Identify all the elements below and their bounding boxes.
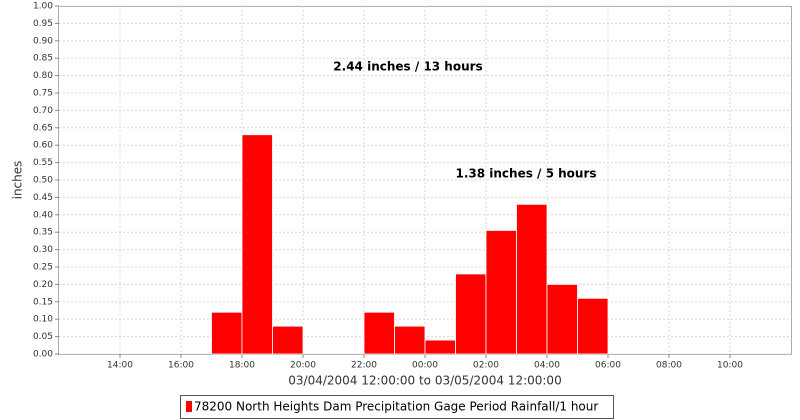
annotation: 1.38 inches / 5 hours <box>455 167 596 181</box>
y-tick-label: 0.05 <box>33 332 53 342</box>
y-tick-label: 0.15 <box>33 297 53 307</box>
x-axis-label: 03/04/2004 12:00:00 to 03/05/2004 12:00:… <box>288 374 561 388</box>
bar <box>485 230 517 355</box>
x-tick-label: 00:00 <box>412 361 438 371</box>
x-tick-label: 06:00 <box>595 361 621 371</box>
y-tick-label: 0.40 <box>33 210 53 220</box>
x-tick-label: 08:00 <box>656 361 682 371</box>
y-tick-label: 0.50 <box>33 176 53 186</box>
bar <box>241 134 273 355</box>
y-tick-label: 0.70 <box>33 106 53 116</box>
bar <box>577 297 609 355</box>
x-tick-label: 16:00 <box>168 361 194 371</box>
annotation: 2.44 inches / 13 hours <box>333 60 482 74</box>
x-tick-label: 04:00 <box>534 361 560 371</box>
y-tick-label: 0.55 <box>33 158 53 168</box>
bar <box>394 325 426 355</box>
bar <box>546 283 578 355</box>
y-tick-label: 0.90 <box>33 36 53 46</box>
y-axis-label: inches <box>11 161 25 200</box>
x-tick-label: 20:00 <box>290 361 316 371</box>
y-tick-label: 0.30 <box>33 245 53 255</box>
x-tick-label: 18:00 <box>229 361 255 371</box>
x-tick-label: 10:00 <box>717 361 743 371</box>
x-tick-label: 14:00 <box>107 361 133 371</box>
y-tick-label: 0.20 <box>33 280 53 290</box>
y-tick-label: 0.25 <box>33 263 53 273</box>
y-tick-label: 0.65 <box>33 123 53 133</box>
legend <box>180 395 614 419</box>
legend-swatch <box>186 401 192 412</box>
bar <box>363 311 395 355</box>
y-tick-label: 0.80 <box>33 71 53 81</box>
bar <box>272 325 304 355</box>
y-tick-label: 0.60 <box>33 141 53 151</box>
y-tick-label: 0.75 <box>33 89 53 99</box>
y-tick-label: 1.00 <box>33 2 53 12</box>
bar <box>516 203 548 355</box>
legend-label: 78200 North Heights Dam Precipitation Ga… <box>194 400 598 414</box>
y-tick-label: 0.35 <box>33 228 53 238</box>
y-tick-label: 0.10 <box>33 315 53 325</box>
y-tick-label: 0.00 <box>33 350 53 360</box>
bar <box>211 311 243 355</box>
bar <box>455 273 487 355</box>
y-tick-label: 0.85 <box>33 54 53 64</box>
y-tick-label: 0.45 <box>33 193 53 203</box>
bar <box>424 339 456 355</box>
x-tick-label: 02:00 <box>473 361 499 371</box>
y-tick-label: 0.95 <box>33 19 53 29</box>
x-tick-label: 22:00 <box>351 361 377 371</box>
